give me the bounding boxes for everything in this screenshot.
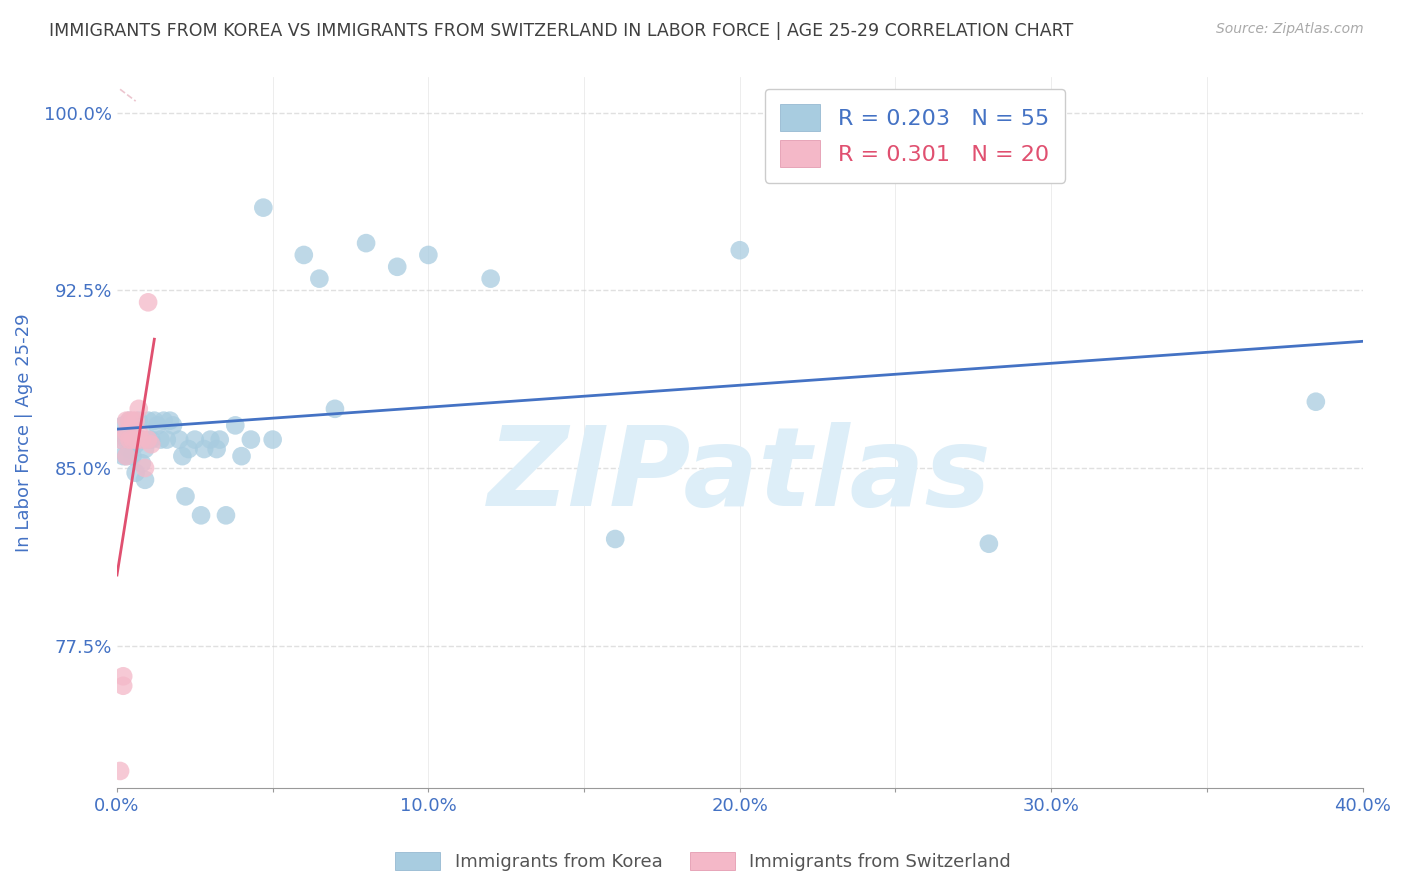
Point bbox=[728, 244, 751, 258]
Point bbox=[143, 414, 166, 428]
Point bbox=[112, 418, 135, 433]
Point bbox=[118, 433, 141, 447]
Point bbox=[167, 433, 190, 447]
Point bbox=[128, 401, 150, 416]
Text: IMMIGRANTS FROM KOREA VS IMMIGRANTS FROM SWITZERLAND IN LABOR FORCE | AGE 25-29 : IMMIGRANTS FROM KOREA VS IMMIGRANTS FROM… bbox=[49, 22, 1073, 40]
Point bbox=[323, 401, 346, 416]
Point bbox=[208, 433, 231, 447]
Point bbox=[231, 449, 253, 463]
Point bbox=[224, 418, 246, 433]
Point bbox=[134, 461, 156, 475]
Legend: R = 0.203   N = 55, R = 0.301   N = 20: R = 0.203 N = 55, R = 0.301 N = 20 bbox=[765, 88, 1064, 183]
Point bbox=[134, 442, 156, 456]
Point bbox=[177, 442, 200, 456]
Point bbox=[190, 508, 212, 523]
Point bbox=[605, 532, 627, 546]
Point bbox=[112, 449, 135, 463]
Point bbox=[108, 433, 131, 447]
Point bbox=[115, 433, 138, 447]
Point bbox=[977, 537, 1000, 551]
Point bbox=[124, 433, 146, 447]
Point bbox=[387, 260, 409, 274]
Point bbox=[121, 433, 143, 447]
Point bbox=[239, 433, 262, 447]
Point bbox=[156, 433, 179, 447]
Point bbox=[121, 418, 143, 433]
Point bbox=[141, 437, 163, 451]
Point bbox=[215, 508, 238, 523]
Point bbox=[131, 456, 153, 470]
Point bbox=[136, 433, 159, 447]
Point bbox=[252, 201, 274, 215]
Point bbox=[479, 271, 502, 285]
Point bbox=[128, 433, 150, 447]
Point bbox=[172, 449, 194, 463]
Point bbox=[118, 414, 141, 428]
Point bbox=[118, 414, 141, 428]
Point bbox=[193, 442, 215, 456]
Point bbox=[205, 442, 228, 456]
Text: Source: ZipAtlas.com: Source: ZipAtlas.com bbox=[1216, 22, 1364, 37]
Point bbox=[108, 764, 131, 778]
Text: ZIPatlas: ZIPatlas bbox=[488, 422, 991, 529]
Point bbox=[1305, 394, 1327, 409]
Point bbox=[136, 433, 159, 447]
Point bbox=[174, 489, 197, 503]
Point bbox=[262, 433, 284, 447]
Point bbox=[124, 414, 146, 428]
Point bbox=[152, 414, 174, 428]
Point bbox=[112, 669, 135, 683]
Point bbox=[121, 414, 143, 428]
Point bbox=[128, 414, 150, 428]
Point bbox=[146, 418, 169, 433]
Point bbox=[134, 473, 156, 487]
Point bbox=[115, 414, 138, 428]
Point bbox=[115, 449, 138, 463]
Point bbox=[115, 425, 138, 440]
Point bbox=[118, 442, 141, 456]
Point bbox=[124, 437, 146, 451]
Point bbox=[418, 248, 440, 262]
Point bbox=[354, 236, 377, 251]
Y-axis label: In Labor Force | Age 25-29: In Labor Force | Age 25-29 bbox=[15, 313, 32, 552]
Point bbox=[118, 433, 141, 447]
Point bbox=[136, 414, 159, 428]
Point bbox=[124, 466, 146, 480]
Point bbox=[141, 433, 163, 447]
Point bbox=[112, 679, 135, 693]
Point bbox=[184, 433, 207, 447]
Point bbox=[115, 449, 138, 463]
Point bbox=[136, 295, 159, 310]
Point bbox=[292, 248, 315, 262]
Point bbox=[162, 418, 184, 433]
Point bbox=[131, 433, 153, 447]
Point bbox=[108, 433, 131, 447]
Point bbox=[128, 425, 150, 440]
Point bbox=[131, 433, 153, 447]
Point bbox=[149, 433, 172, 447]
Point bbox=[200, 433, 222, 447]
Point bbox=[308, 271, 330, 285]
Point bbox=[159, 414, 181, 428]
Legend: Immigrants from Korea, Immigrants from Switzerland: Immigrants from Korea, Immigrants from S… bbox=[388, 845, 1018, 879]
Point bbox=[121, 449, 143, 463]
